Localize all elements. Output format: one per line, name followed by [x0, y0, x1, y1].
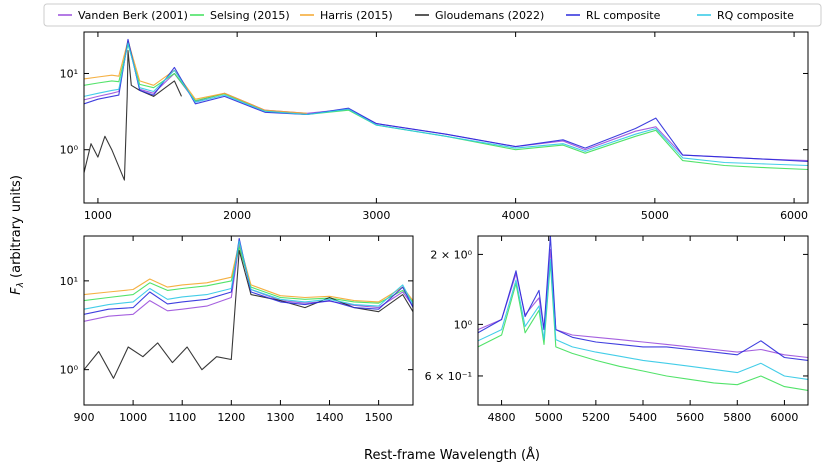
x-tick-label: 1000 — [84, 209, 112, 222]
legend-label: RQ composite — [717, 9, 794, 22]
x-tick-label: 4000 — [502, 209, 530, 222]
y-tick-label: 2 × 10⁰ — [430, 248, 472, 261]
y-tick-label: 6 × 10⁻¹ — [425, 370, 472, 383]
x-tick-label: 1300 — [266, 411, 294, 424]
x-tick-label: 1100 — [168, 411, 196, 424]
y-tick-label: 10⁰ — [60, 144, 79, 157]
y-axis-label: Fλ (arbitrary units) — [9, 175, 26, 295]
x-tick-label: 900 — [74, 411, 95, 424]
x-tick-label: 1000 — [119, 411, 147, 424]
x-tick-label: 1200 — [217, 411, 245, 424]
x-tick-label: 2000 — [223, 209, 251, 222]
legend: Vanden Berk (2001) Selsing (2015) Harris (… — [43, 3, 822, 27]
plot-area — [478, 236, 808, 405]
plot-area — [84, 32, 808, 203]
series-line-rl-composite — [84, 237, 413, 315]
series-line-rq-composite — [84, 240, 413, 310]
y-tick-label: 10⁰ — [454, 318, 473, 331]
x-tick-label: 1400 — [316, 411, 344, 424]
legend-label: Harris (2015) — [320, 9, 393, 22]
legend-label: RL composite — [586, 9, 661, 22]
legend-entry: RQ composite — [697, 9, 794, 22]
series-group — [84, 237, 413, 379]
y-tick-label: 10¹ — [60, 275, 78, 288]
series-line-rl-composite — [478, 236, 808, 361]
series-group — [478, 236, 808, 391]
legend-label: Gloudemans (2022) — [435, 9, 544, 22]
panel-top: 1000 2000 3000 4000 5000 6000 10⁰ 10¹ — [60, 31, 809, 222]
x-tick-label: 5000 — [535, 411, 563, 424]
x-tick-label: 4800 — [488, 411, 516, 424]
y-axis-label-subscript: λ — [16, 282, 26, 288]
series-line-selsing-2015 — [84, 246, 413, 304]
series-line-gloudemans-2022 — [84, 49, 183, 181]
x-tick-label: 6000 — [770, 411, 798, 424]
x-tick-label: 5000 — [641, 209, 669, 222]
legend-entry: Selsing (2015) — [190, 9, 290, 22]
y-tick-label: 10¹ — [60, 67, 78, 80]
series-line-rq-composite — [478, 259, 808, 380]
legend-entry: Gloudemans (2022) — [415, 9, 544, 22]
series-line-selsing-2015 — [478, 261, 808, 391]
y-axis-label-main: F — [9, 287, 24, 295]
x-tick-label: 5400 — [629, 411, 657, 424]
plot-area — [84, 236, 413, 405]
legend-label: Selsing (2015) — [210, 9, 290, 22]
x-tick-label: 5800 — [723, 411, 751, 424]
x-tick-label: 1500 — [365, 411, 393, 424]
legend-label: Vanden Berk (2001) — [78, 9, 188, 22]
legend-entry: Harris (2015) — [300, 9, 393, 22]
panel-bottom-left: 900 1000 1100 1200 1300 1400 1500 10⁰ 10¹ — [60, 235, 414, 424]
y-tick-label: 10⁰ — [60, 364, 79, 377]
axes-frame — [83, 31, 809, 204]
series-group — [84, 38, 808, 181]
y-axis-label-rest: (arbitrary units) — [9, 175, 24, 282]
x-axis-label: Rest-frame Wavelength (Å) — [364, 447, 540, 463]
legend-entry: RL composite — [566, 9, 661, 22]
series-line-rq-composite — [84, 42, 808, 167]
x-tick-label: 5600 — [676, 411, 704, 424]
legend-entry: Vanden Berk (2001) — [58, 9, 188, 22]
x-tick-label: 6000 — [780, 209, 808, 222]
x-tick-label: 3000 — [362, 209, 390, 222]
axes-frame — [83, 235, 414, 406]
series-line-harris-2015 — [84, 40, 307, 114]
legend-frame — [43, 3, 822, 27]
x-tick-label: 5200 — [582, 411, 610, 424]
panel-bottom-right: 4800 5000 5200 5400 5600 5800 6000 6 × 10⁻¹ 10⁰ 2… — [425, 235, 809, 424]
